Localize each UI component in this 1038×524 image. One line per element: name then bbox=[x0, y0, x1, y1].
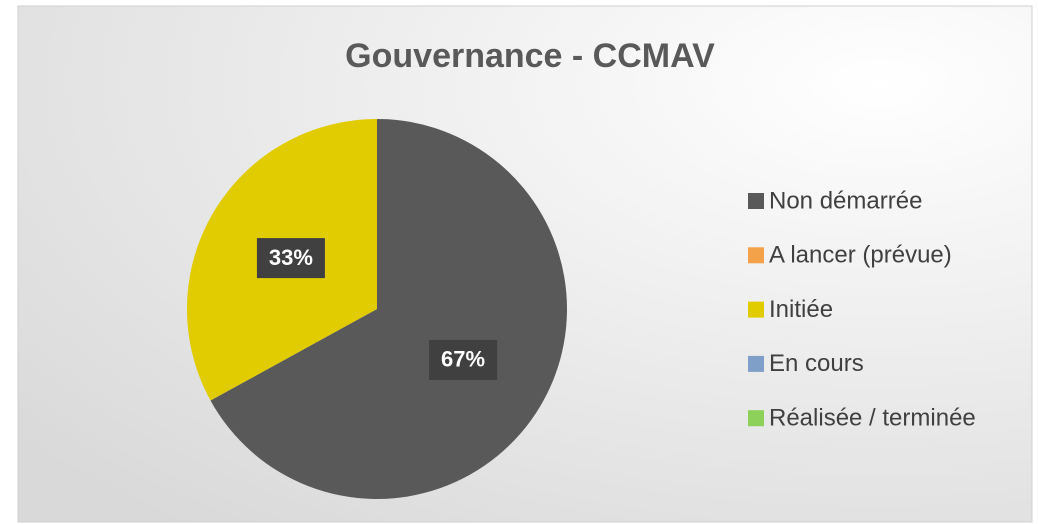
legend-swatch bbox=[748, 193, 764, 209]
data-label-box bbox=[256, 238, 325, 279]
legend-label: Non démarrée bbox=[769, 187, 922, 214]
data-label: 67% bbox=[441, 347, 485, 372]
legend-swatch bbox=[748, 355, 764, 372]
legend-swatch bbox=[748, 247, 764, 264]
legend-swatch bbox=[748, 301, 764, 318]
legend-label: Initiée bbox=[769, 296, 833, 323]
pie-slice bbox=[210, 119, 567, 499]
legend-label: A lancer (prévue) bbox=[769, 242, 952, 269]
data-label-box bbox=[429, 339, 498, 380]
chart-title: Gouvernance - CCMAV bbox=[345, 37, 715, 75]
data-label: 33% bbox=[269, 245, 313, 270]
legend-label: Réalisée / terminée bbox=[769, 405, 976, 432]
legend-swatch bbox=[748, 410, 764, 427]
legend-label: En cours bbox=[769, 350, 864, 377]
